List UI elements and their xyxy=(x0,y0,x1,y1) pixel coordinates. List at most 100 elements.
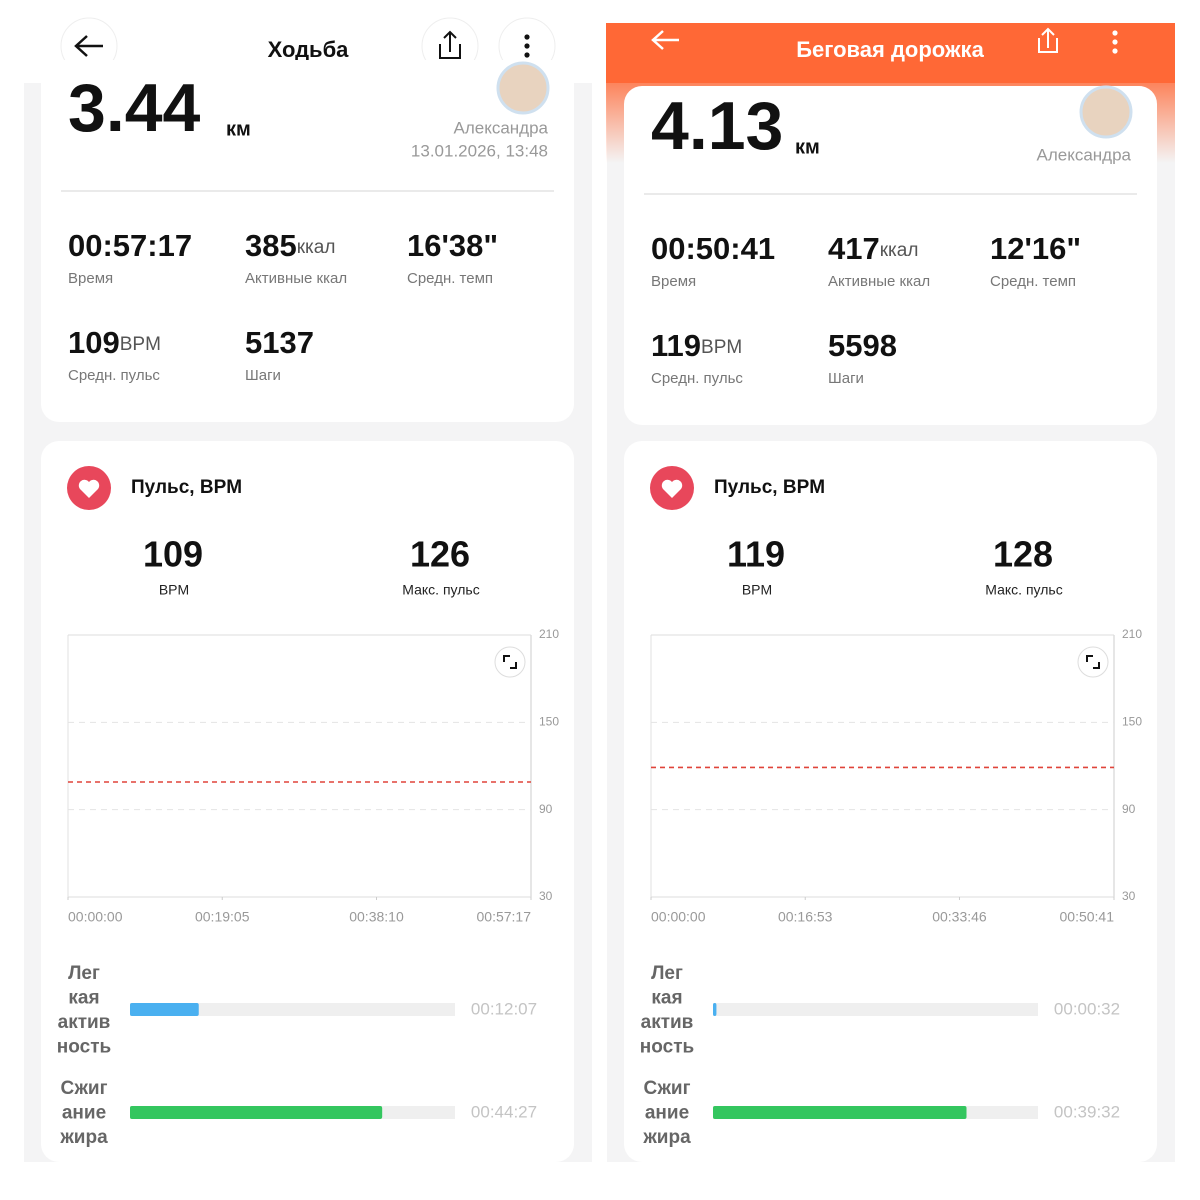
y-tick-label: 90 xyxy=(539,802,553,816)
stat-number: 00:50:41 xyxy=(651,231,775,266)
zone-label: жира xyxy=(59,1127,108,1148)
stat-value: 385ккал xyxy=(245,228,335,263)
pulse-title: Пульс, BPM xyxy=(714,477,825,498)
menu-dot[interactable] xyxy=(524,52,530,58)
stat-number: 109 xyxy=(68,325,120,360)
zone-label: ание xyxy=(645,1103,689,1124)
distance-unit: км xyxy=(795,136,820,158)
stat-value: 417ккал xyxy=(828,231,918,266)
zone-bar xyxy=(130,1106,383,1119)
stat-number: 5598 xyxy=(828,328,897,363)
menu-dot[interactable] xyxy=(1112,39,1118,45)
stat-label: Средн. темп xyxy=(407,270,493,287)
phone-screen: Ходьба 3.44 км Александра 13.01.2026, 13:48 0… xyxy=(24,0,592,1162)
stat-label: Время xyxy=(68,270,113,287)
avg-pulse-label: BPM xyxy=(742,582,772,598)
avg-pulse-label: BPM xyxy=(159,582,189,598)
zone-label: ание xyxy=(62,1103,106,1124)
stat-unit: ккал xyxy=(297,237,336,258)
zone-label: ность xyxy=(640,1037,694,1058)
stat-value: 5598 xyxy=(828,328,897,363)
stat-value: 00:57:17 xyxy=(68,228,192,263)
stat-number: 00:57:17 xyxy=(68,228,192,263)
zone-label: ность xyxy=(57,1037,111,1058)
avg-pulse-value: 109 xyxy=(143,534,203,575)
x-tick-label: 00:00:00 xyxy=(651,909,706,925)
stat-number: 5137 xyxy=(245,325,314,360)
zone-label: актив xyxy=(58,1012,111,1033)
header-bar xyxy=(606,23,1175,83)
max-pulse-value: 126 xyxy=(410,534,470,575)
x-tick-label: 00:57:17 xyxy=(477,909,532,925)
menu-dot[interactable] xyxy=(524,34,530,40)
back-button[interactable] xyxy=(74,35,103,57)
x-tick-label: 00:19:05 xyxy=(195,909,250,925)
stat-number: 16'38" xyxy=(407,228,498,263)
header-title: Ходьба xyxy=(268,37,350,62)
x-tick-label: 00:38:10 xyxy=(349,909,404,925)
share-button[interactable] xyxy=(439,30,461,59)
stat-label: Средн. темп xyxy=(990,273,1076,290)
stat-value: 00:50:41 xyxy=(651,231,775,266)
menu-dot[interactable] xyxy=(1112,30,1118,36)
y-tick-label: 30 xyxy=(539,889,553,903)
heart-icon xyxy=(78,479,100,498)
stat-value: 109BPM xyxy=(68,325,161,360)
zone-track xyxy=(130,1003,455,1016)
menu-dot[interactable] xyxy=(1112,48,1118,54)
stat-value: 119BPM xyxy=(651,328,742,363)
stat-unit: BPM xyxy=(701,337,742,358)
zone-bar xyxy=(713,1003,717,1016)
summary-card xyxy=(41,60,574,422)
heart-icon xyxy=(661,479,683,498)
header-title: Беговая дорожка xyxy=(796,37,984,62)
distance-value: 3.44 xyxy=(68,70,201,146)
user-name: Александра xyxy=(453,118,548,137)
user-name: Александра xyxy=(1036,145,1131,164)
zone-label: Сжиг xyxy=(643,1078,690,1099)
stat-label: Средн. пульс xyxy=(68,367,160,384)
avatar xyxy=(496,61,550,115)
menu-dot[interactable] xyxy=(524,43,530,49)
stat-label: Активные ккал xyxy=(828,273,930,290)
stat-label: Средн. пульс xyxy=(651,370,743,387)
y-tick-label: 30 xyxy=(1122,889,1136,903)
distance-unit: км xyxy=(226,118,251,140)
zone-label: Сжиг xyxy=(60,1078,107,1099)
summary-card xyxy=(624,86,1157,425)
y-tick-label: 150 xyxy=(539,715,559,729)
stat-number: 385 xyxy=(245,228,297,263)
zone-time: 00:00:32 xyxy=(1054,999,1120,1018)
workout-date: 13.01.2026, 13:48 xyxy=(411,141,548,160)
pulse-title: Пульс, BPM xyxy=(131,477,242,498)
expand-button[interactable] xyxy=(1077,646,1109,678)
avg-pulse-value: 119 xyxy=(727,534,785,575)
y-tick-label: 210 xyxy=(1122,627,1142,641)
zone-label: Лег xyxy=(651,963,683,984)
max-pulse-label: Макс. пульс xyxy=(402,582,479,598)
stat-label: Шаги xyxy=(828,370,864,387)
zone-time: 00:44:27 xyxy=(471,1102,537,1121)
distance-value: 4.13 xyxy=(651,88,783,164)
y-tick-label: 210 xyxy=(539,627,559,641)
pulse-card xyxy=(624,441,1157,1162)
phone-screen: Беговая дорожка 4.13 км Александра 00:50:41 В… xyxy=(606,23,1175,1162)
expand-icon[interactable] xyxy=(503,655,517,669)
zone-time: 00:12:07 xyxy=(471,999,537,1018)
x-tick-label: 00:00:00 xyxy=(68,909,123,925)
x-tick-label: 00:16:53 xyxy=(778,909,833,925)
x-tick-label: 00:50:41 xyxy=(1060,909,1115,925)
y-tick-label: 90 xyxy=(1122,802,1136,816)
zone-track xyxy=(713,1003,1038,1016)
expand-button[interactable] xyxy=(494,646,526,678)
expand-icon[interactable] xyxy=(1086,655,1100,669)
share-button[interactable] xyxy=(1038,27,1058,53)
zone-label: жира xyxy=(642,1127,691,1148)
y-tick-label: 150 xyxy=(1122,715,1142,729)
back-button[interactable] xyxy=(651,30,679,50)
zone-label: актив xyxy=(641,1012,694,1033)
stat-unit: BPM xyxy=(120,334,161,355)
x-tick-label: 00:33:46 xyxy=(932,909,987,925)
max-pulse-label: Макс. пульс xyxy=(985,582,1062,598)
